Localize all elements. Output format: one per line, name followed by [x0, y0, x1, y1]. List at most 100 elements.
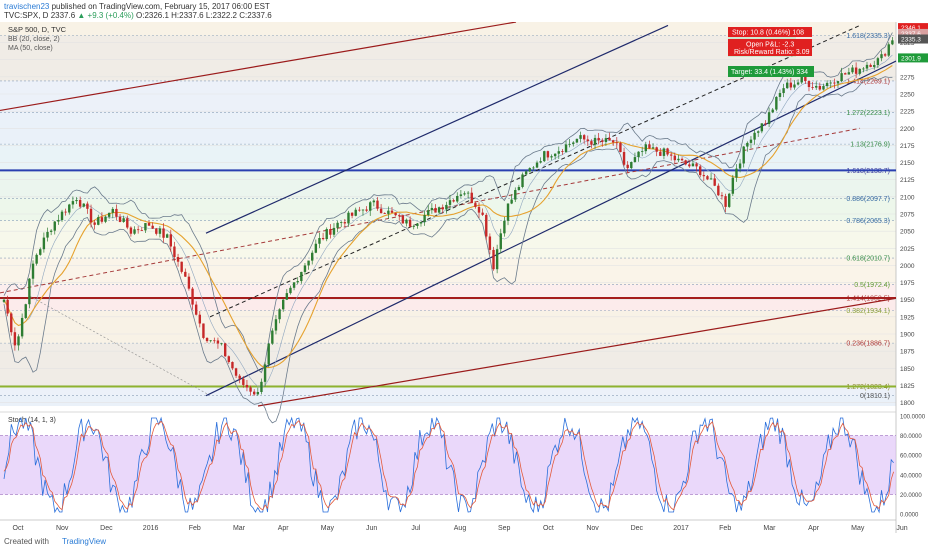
candle-body — [593, 137, 597, 145]
candle-body — [561, 151, 564, 153]
candle-body — [796, 82, 800, 85]
candle-body — [510, 199, 513, 204]
candle-body — [358, 209, 361, 211]
candle-body — [401, 215, 405, 224]
candle-body — [209, 340, 212, 342]
candle-body — [274, 319, 278, 331]
fib-level-label: 1.618(2335.3) — [846, 33, 890, 40]
publish-line: travischen23 published on TradingView.co… — [4, 2, 270, 11]
price-chart[interactable]: 1.618(2335.3) 1.414(2269.1) 1.272(2223.1) 1… — [0, 22, 932, 533]
candle-body — [307, 260, 310, 266]
candle-body — [78, 199, 82, 207]
time-axis-tick: May — [851, 525, 865, 532]
candle-body — [673, 155, 677, 161]
candle-body — [430, 207, 434, 211]
candle-body — [300, 271, 303, 282]
price-axis-tick: 1850 — [900, 366, 915, 373]
candle-body — [717, 185, 720, 196]
candle-body — [292, 282, 296, 288]
candle-body — [539, 161, 542, 163]
candle-body — [811, 87, 814, 88]
candle-body — [695, 163, 698, 167]
time-axis-tick: Dec — [100, 525, 113, 532]
candle-body — [53, 221, 56, 231]
candle-body — [633, 157, 637, 162]
author-link[interactable]: travischen23 — [4, 2, 50, 11]
candle-body — [630, 161, 633, 169]
red-channel-upper — [0, 22, 517, 112]
candle-body — [216, 340, 220, 344]
candle-body — [749, 139, 753, 143]
stoch-k-line — [3, 416, 894, 514]
fib-level-label: 1.13(2176.9) — [850, 142, 890, 149]
candle-body — [601, 140, 604, 143]
candle-body — [28, 278, 31, 305]
candle-body — [688, 164, 691, 167]
candle-body — [825, 82, 829, 87]
price-axis-tick: 2050 — [900, 229, 915, 236]
price-axis-tick: 2275 — [900, 74, 915, 81]
stoch-axis-tick: 0.0000 — [900, 513, 919, 519]
fib-band — [0, 22, 896, 36]
candle-body — [169, 234, 172, 247]
candle-body — [303, 265, 307, 272]
candle-body — [651, 147, 655, 149]
ohlc-values: O:2326.1 H:2337.6 L:2322.2 C:2337.6 — [136, 11, 272, 20]
stoch-axis-tick: 60.0000 — [900, 454, 922, 460]
candle-body — [176, 256, 180, 262]
candle-body — [815, 85, 818, 88]
candle-body — [122, 218, 125, 222]
candle-body — [800, 76, 803, 83]
candle-body — [202, 323, 205, 338]
candle-body — [680, 158, 684, 161]
fib-level-label: 1.414(2269.1) — [846, 78, 890, 85]
candle-body — [742, 146, 745, 164]
candle-body — [840, 73, 843, 82]
price-axis-tick: 2000 — [900, 263, 915, 270]
candle-body — [423, 215, 426, 223]
candle-body — [82, 203, 85, 207]
candle-body — [818, 85, 822, 90]
candle-body — [782, 88, 785, 94]
candle-body — [474, 203, 477, 207]
candle-body — [332, 227, 336, 235]
candle-body — [263, 364, 267, 382]
candle-body — [669, 154, 673, 156]
candle-body — [807, 81, 811, 88]
candle-body — [68, 204, 71, 213]
candle-body — [387, 210, 390, 214]
candle-body — [862, 68, 865, 70]
candle-body — [42, 237, 46, 250]
candle-body — [325, 229, 328, 240]
candle-body — [369, 202, 372, 211]
candle-body — [452, 200, 455, 202]
fib-band — [0, 298, 896, 311]
candle-body — [793, 84, 796, 88]
candle-body — [260, 381, 263, 393]
candle-body — [485, 214, 488, 237]
stop-label-box — [728, 27, 812, 37]
candle-body — [64, 211, 67, 213]
candle-body — [408, 219, 412, 227]
candle-body — [376, 200, 379, 209]
candle-body — [463, 193, 466, 195]
candle-body — [343, 222, 347, 224]
tradingview-brand[interactable]: TradingView — [62, 537, 107, 546]
candle-body — [786, 82, 789, 89]
candle-body — [405, 219, 408, 224]
candle-body — [104, 216, 107, 222]
candle-body — [851, 67, 854, 73]
candle-body — [528, 168, 531, 172]
candle-body — [590, 141, 593, 145]
candle-body — [575, 138, 579, 143]
candle-body — [365, 209, 368, 211]
candle-body — [194, 304, 198, 315]
candle-body — [891, 40, 894, 45]
candle-body — [35, 254, 38, 264]
candle-body — [115, 208, 118, 217]
candle-body — [412, 225, 415, 227]
candle-body — [506, 203, 510, 221]
bollinger-basis — [3, 54, 893, 388]
candle-body — [390, 210, 394, 213]
candle-body — [858, 68, 861, 74]
